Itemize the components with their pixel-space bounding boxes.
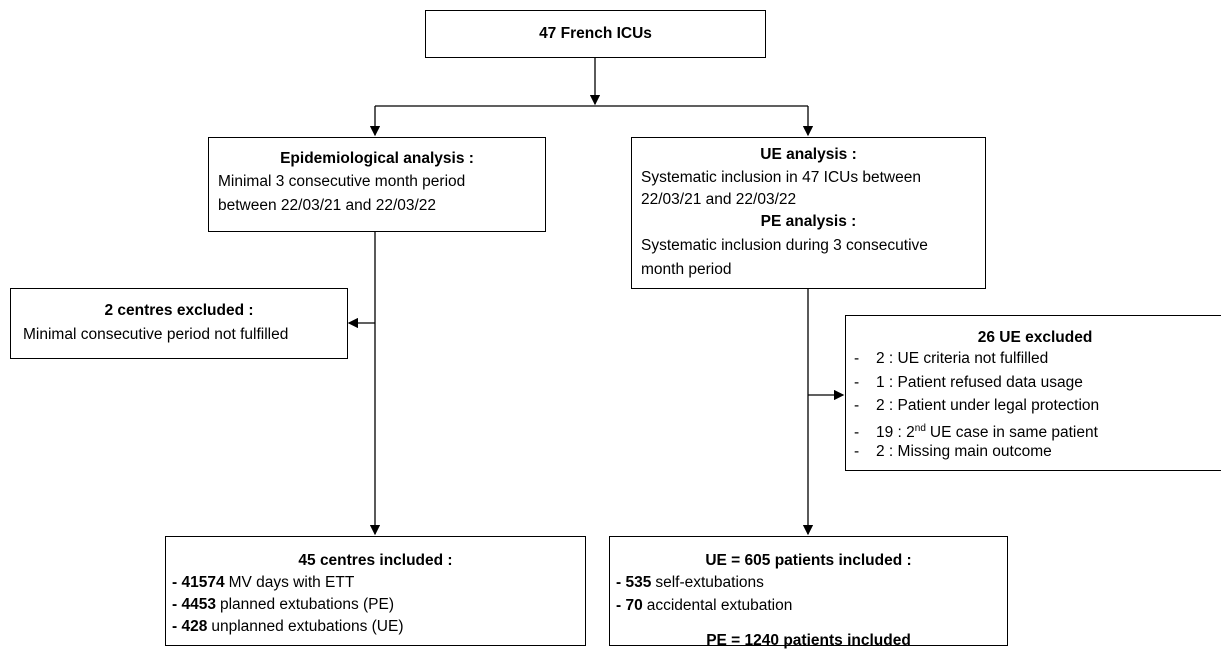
item-text: MV days with ETT (228, 574, 355, 591)
box-title: 47 French ICUs (539, 25, 652, 42)
item-number: - 4453 (172, 596, 216, 613)
box-title: PE = 1240 patients included (706, 632, 911, 649)
list-item: -2 : Missing main outcome (854, 441, 1052, 463)
item-text: self-extubations (655, 574, 764, 591)
centres-included-box: 45 centres included : - 41574 MV days wit… (165, 536, 586, 646)
box-line: month period (641, 261, 732, 278)
list-item: -2 : Patient under legal protection (854, 395, 1099, 417)
box-title: UE = 605 patients included : (705, 552, 912, 569)
list-item: - 41574 MV days with ETT (172, 572, 354, 594)
item-text: accidental extubation (646, 597, 793, 614)
list-item: - 428 unplanned extubations (UE) (172, 616, 404, 638)
box-title: 26 UE excluded (977, 329, 1093, 346)
list-item: - 535 self-extubations (616, 572, 764, 594)
ue-excluded-box: 26 UE excluded -2 : UE criteria not fulf… (845, 315, 1221, 471)
box-title: UE analysis : (760, 146, 857, 163)
list-item: - 70 accidental extubation (616, 595, 792, 617)
ue-pe-box: UE analysis : Systematic inclusion in 47… (631, 137, 986, 289)
dash: - (854, 443, 860, 460)
box-line: Systematic inclusion during 3 consecutiv… (641, 237, 928, 254)
box-line: Minimal 3 consecutive month period (218, 173, 466, 190)
box-title: Epidemiological analysis : (280, 150, 474, 167)
patients-included-box: UE = 605 patients included : - 535 self-e… (609, 536, 1008, 649)
list-item: - 4453 planned extubations (PE) (172, 594, 394, 616)
item-text: 1 : Patient refused data usage (876, 374, 1083, 391)
box-title: PE analysis : (760, 213, 857, 230)
list-item: -1 : Patient refused data usage (854, 372, 1083, 394)
box-line: Systematic inclusion in 47 ICUs between (641, 169, 921, 186)
dash: - (854, 424, 860, 442)
item-text: unplanned extubations (UE) (211, 618, 404, 635)
item-text: 19 : 2 (876, 424, 915, 442)
item-number: - 41574 (172, 574, 225, 591)
box-line: 22/03/21 and 22/03/22 (641, 191, 797, 208)
item-text: 2 : Patient under legal protection (876, 397, 1100, 414)
box-title: 2 centres excluded : (104, 302, 254, 319)
dash: - (854, 350, 860, 367)
box-line: between 22/03/21 and 22/03/22 (218, 197, 437, 214)
epidemiological-box: Epidemiological analysis : Minimal 3 con… (208, 137, 546, 232)
item-number: - 535 (616, 574, 652, 591)
item-text: UE case in same patient (929, 424, 1098, 442)
superscript: nd (914, 423, 926, 434)
flowchart: 47 French ICUs Epidemiological analysis … (10, 10, 1221, 649)
item-text: planned extubations (PE) (219, 596, 395, 613)
item-text: 2 : UE criteria not fulfilled (876, 350, 1049, 367)
connectors (347, 57, 845, 536)
box-line: Minimal consecutive period not fulfilled (23, 326, 289, 343)
dash: - (854, 397, 860, 414)
item-number: - 428 (172, 618, 208, 635)
list-item: -19 : 2nd UE case in same patient (854, 418, 1098, 444)
list-item: -2 : UE criteria not fulfilled (854, 348, 1048, 370)
top-box: 47 French ICUs (425, 10, 766, 58)
dash: - (854, 374, 860, 391)
centres-excluded-box: 2 centres excluded : Minimal consecutive… (10, 288, 348, 359)
item-number: - 70 (616, 597, 643, 614)
item-text: 2 : Missing main outcome (876, 443, 1052, 460)
box-title: 45 centres included : (298, 552, 453, 569)
